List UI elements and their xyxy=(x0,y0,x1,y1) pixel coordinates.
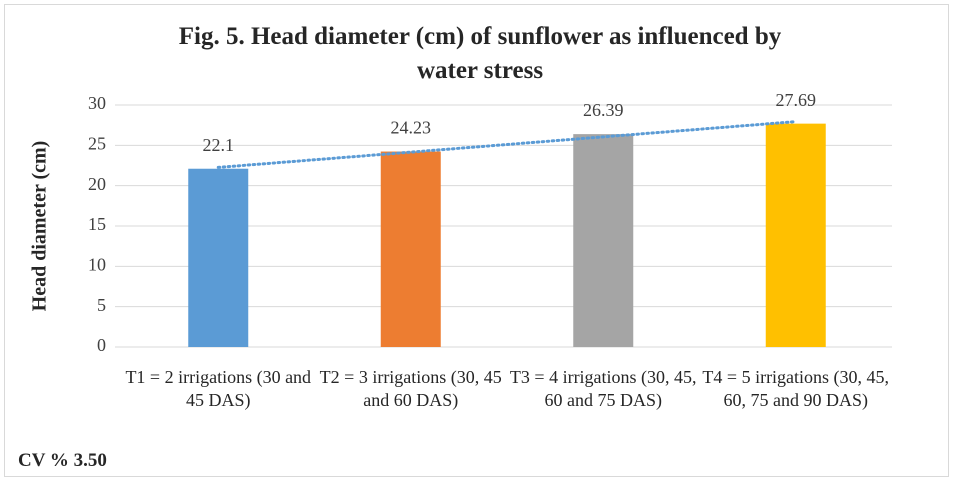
y-tick-label: 15 xyxy=(88,214,106,234)
chart-frame xyxy=(4,4,949,477)
y-tick-label: 0 xyxy=(97,335,106,355)
x-tick-label: T4 = 5 irrigations (30, 45, 60, 75 and 9… xyxy=(702,367,890,410)
y-axis-label: Head diameter (cm) xyxy=(28,140,51,312)
x-tick-label: T2 = 3 irrigations (30, 45 and 60 DAS) xyxy=(319,367,502,410)
bar xyxy=(573,134,634,347)
chart-title: Fig. 5. Head diameter (cm) of sunflower … xyxy=(178,23,782,84)
y-tick-label: 10 xyxy=(88,254,106,274)
y-tick-label: 30 xyxy=(88,93,106,113)
bar xyxy=(380,151,441,347)
x-tick-label: T1 = 2 irrigations (30 and 45 DAS) xyxy=(125,367,312,410)
y-tick-label: 5 xyxy=(97,295,106,315)
x-tick-label: T3 = 4 irrigations (30, 45, 60 and 75 DA… xyxy=(509,367,697,410)
bar xyxy=(765,123,826,347)
value-label: 22.1 xyxy=(203,135,235,155)
value-label: 27.69 xyxy=(776,90,817,110)
y-tick-label: 25 xyxy=(88,133,106,153)
bar xyxy=(188,168,249,347)
footnote: CV % 3.50 xyxy=(18,450,107,471)
value-label: 26.39 xyxy=(583,100,624,120)
y-tick-label: 20 xyxy=(88,174,106,194)
value-label: 24.23 xyxy=(391,118,432,138)
trendline xyxy=(216,120,798,169)
